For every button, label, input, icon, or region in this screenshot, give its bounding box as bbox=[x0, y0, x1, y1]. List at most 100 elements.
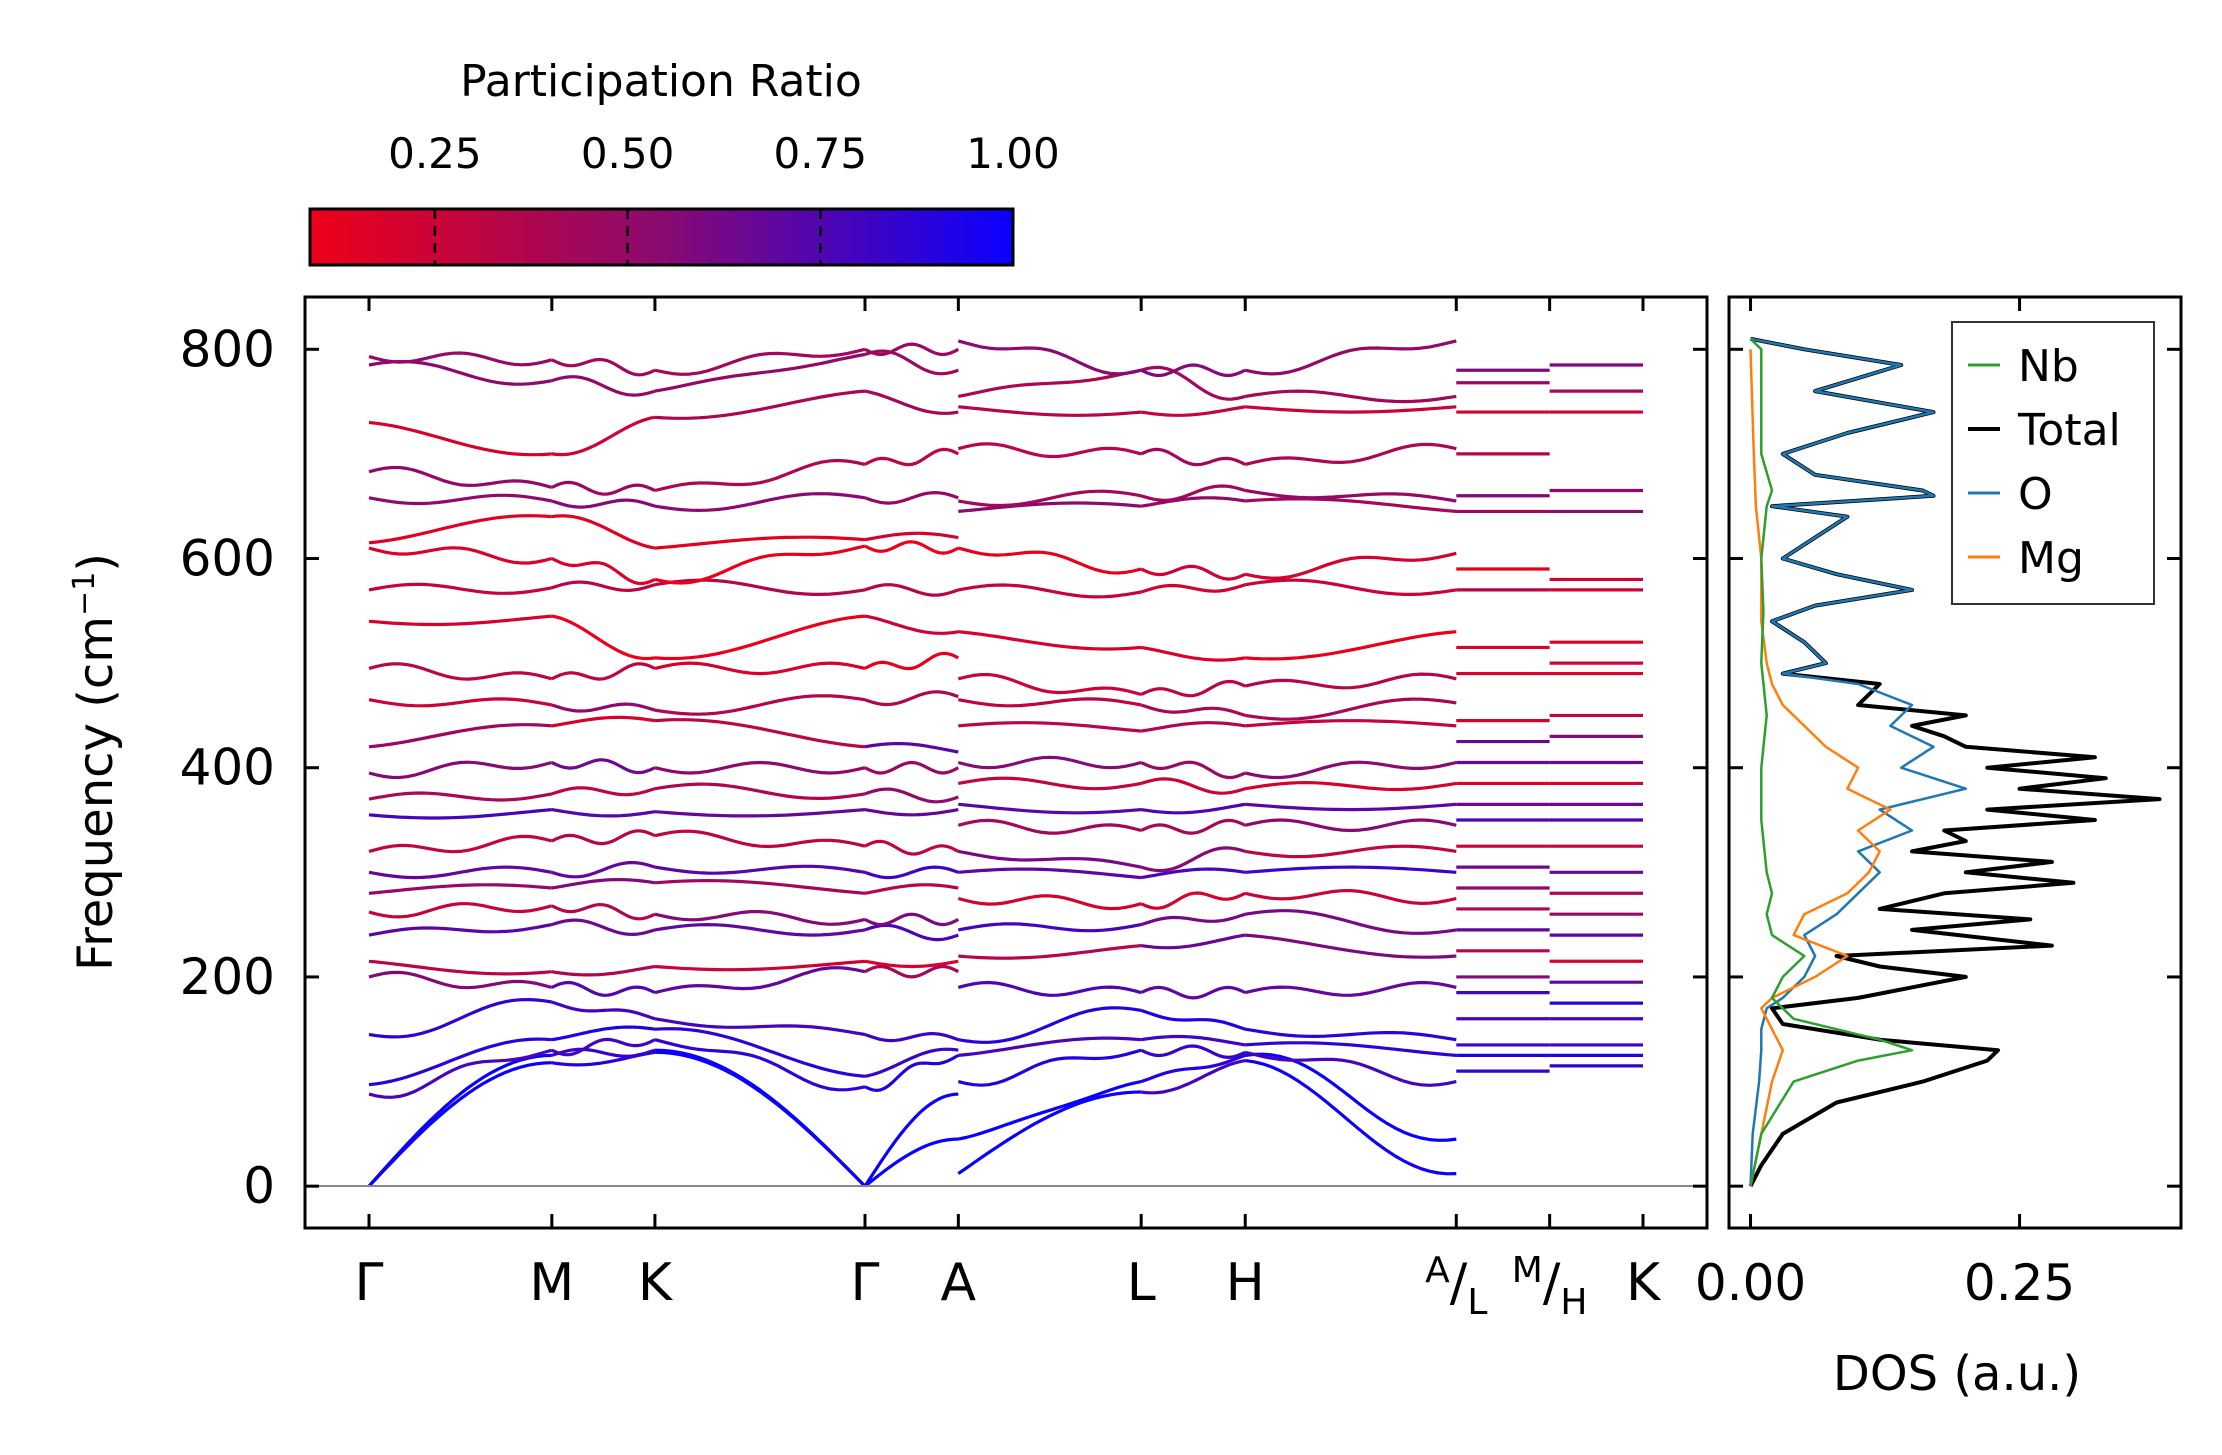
phonon-band bbox=[368, 514, 552, 545]
phonon-band bbox=[368, 465, 553, 489]
phonon-band bbox=[551, 1025, 656, 1042]
k-label-sub: H bbox=[1560, 1282, 1587, 1323]
phonon-band bbox=[551, 715, 656, 728]
phonon-band bbox=[1140, 679, 1246, 698]
phonon-band bbox=[864, 839, 960, 856]
phonon-band bbox=[1140, 760, 1246, 780]
phonon-band bbox=[368, 493, 553, 506]
phonon-band bbox=[1140, 891, 1246, 910]
phonon-band bbox=[1140, 564, 1246, 581]
k-point-label: L bbox=[1127, 1253, 1156, 1313]
phonon-band bbox=[1245, 719, 1457, 728]
y-axis-label-exponent: −1 bbox=[67, 572, 102, 616]
colorbar-tick-label: 1.00 bbox=[966, 129, 1060, 178]
k-point-label: K bbox=[1626, 1253, 1662, 1313]
y-tick-label: 600 bbox=[180, 530, 275, 588]
k-label-super: A bbox=[1425, 1250, 1450, 1291]
phonon-band bbox=[654, 535, 866, 550]
phonon-band bbox=[864, 447, 960, 467]
phonon-band bbox=[551, 1037, 656, 1057]
dos-panel: 0.00 0.25 DOS (a.u.) Nb Total O Mg bbox=[1695, 295, 2183, 1402]
k-label-super: M bbox=[1512, 1250, 1543, 1291]
k-point-label: A/L bbox=[1425, 1250, 1487, 1323]
phonon-band bbox=[654, 760, 866, 775]
colorbar-tick-labels: 0.25 0.50 0.75 1.00 bbox=[388, 129, 1060, 178]
phonon-band bbox=[1140, 1008, 1246, 1031]
k-point-label: Γ bbox=[355, 1253, 384, 1313]
phonon-band bbox=[1244, 551, 1457, 580]
phonon-band bbox=[551, 557, 656, 586]
phonon-band bbox=[551, 614, 656, 661]
phonon-band bbox=[654, 661, 866, 676]
phonon-band bbox=[368, 1037, 552, 1087]
dos-curve-o bbox=[1749, 337, 1968, 1187]
colorbar-tick-label: 0.75 bbox=[774, 129, 868, 178]
phonon-band bbox=[1140, 496, 1246, 508]
phonon-band bbox=[654, 544, 866, 585]
phonon-band bbox=[864, 349, 959, 376]
phonon-band bbox=[864, 1053, 960, 1093]
phonon-band bbox=[654, 959, 866, 972]
phonon-band bbox=[958, 776, 1142, 791]
phonon-band bbox=[551, 877, 656, 890]
phonon-band bbox=[367, 1053, 552, 1188]
phonon-band bbox=[368, 697, 553, 708]
phonon-band bbox=[1244, 339, 1457, 376]
phonon-band bbox=[654, 1038, 866, 1092]
phonon-band bbox=[957, 442, 1142, 459]
phonon-band bbox=[368, 997, 553, 1039]
phonon-band bbox=[864, 964, 960, 979]
colorbar-tick-label: 0.50 bbox=[581, 129, 675, 178]
phonon-band bbox=[958, 405, 1142, 417]
phonon-band bbox=[864, 923, 959, 942]
y-tick-label: 200 bbox=[180, 948, 275, 1006]
phonon-band bbox=[551, 758, 656, 775]
phonon-band bbox=[1140, 1053, 1246, 1084]
phonon-band bbox=[957, 672, 1142, 697]
phonon-band bbox=[551, 1000, 656, 1021]
legend-label-o: O bbox=[2018, 469, 2053, 520]
phonon-band bbox=[368, 959, 552, 976]
phonon-band bbox=[864, 342, 960, 357]
phonon-band bbox=[957, 1090, 1142, 1175]
phonon-band bbox=[1244, 844, 1457, 859]
phonon-band bbox=[551, 918, 656, 937]
phonon-band bbox=[1245, 497, 1457, 513]
phonon-band bbox=[1140, 703, 1246, 717]
y-axis-label: Frequency (cm−1) bbox=[67, 553, 124, 971]
colorbar-gradient bbox=[308, 207, 1015, 267]
k-point-label: K bbox=[638, 1253, 674, 1313]
phonon-band bbox=[1245, 933, 1457, 959]
phonon-band bbox=[654, 389, 866, 420]
phonon-band bbox=[1140, 447, 1246, 467]
phonon-band bbox=[1244, 888, 1457, 906]
phonon-band bbox=[957, 368, 1142, 398]
phonon-band bbox=[1140, 405, 1246, 417]
phonon-band bbox=[958, 849, 1142, 869]
phonon-band bbox=[1244, 1027, 1457, 1042]
phonon-band bbox=[957, 894, 1142, 911]
band-x-axis: Γ M K Γ A L H A/LM/H K bbox=[355, 297, 1662, 1323]
band-plot-frame bbox=[303, 295, 1709, 1230]
phonon-band bbox=[368, 923, 553, 937]
phonon-band bbox=[368, 614, 552, 627]
phonon-band bbox=[654, 966, 866, 995]
phonon-band bbox=[864, 959, 959, 969]
phonon-band bbox=[864, 389, 959, 415]
y-tick-label: 400 bbox=[180, 739, 275, 797]
colorbar: Participation Ratio 0.25 0.50 0.75 1.00 bbox=[308, 56, 1060, 267]
phonon-band bbox=[1140, 777, 1246, 795]
phonon-band bbox=[551, 860, 656, 879]
phonon-band bbox=[1245, 405, 1457, 414]
phonon-band bbox=[368, 791, 553, 802]
phonon-band bbox=[864, 883, 959, 895]
phonon-band bbox=[957, 980, 1142, 997]
phonon-band bbox=[958, 721, 1142, 733]
phonon-band bbox=[1244, 980, 1457, 997]
y-axis-label-close: ) bbox=[68, 553, 124, 572]
phonon-band bbox=[1244, 1059, 1457, 1176]
phonon-band bbox=[551, 786, 656, 797]
colorbar-tick-label: 0.25 bbox=[388, 129, 482, 178]
